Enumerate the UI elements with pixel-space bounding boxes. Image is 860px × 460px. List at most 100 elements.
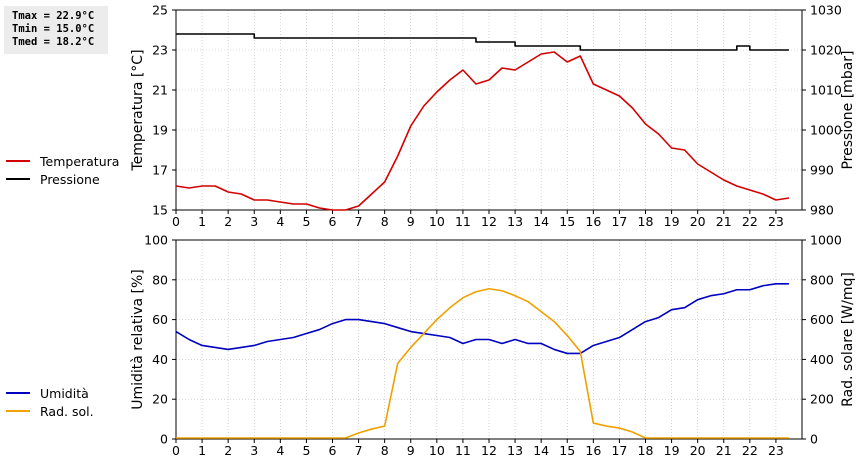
x-tick-label: 15 — [559, 214, 575, 229]
legend-item-umidita: Umidità — [6, 384, 94, 402]
y-right-tick-label: 400 — [810, 352, 834, 367]
x-tick-label: 14 — [533, 443, 549, 458]
x-tick-label: 8 — [381, 443, 389, 458]
x-tick-label: 15 — [559, 443, 575, 458]
x-tick-label: 23 — [768, 443, 784, 458]
legend-swatch-rad-sol — [6, 410, 30, 412]
x-tick-label: 6 — [329, 214, 337, 229]
chart-panel-1: 0 1 2 3 4 5 6 7 8 9 10 11 12 13 14 15 16 17 18 19 20 21 22 2302… — [130, 233, 856, 459]
y-right-tick-label: 800 — [810, 272, 834, 287]
x-tick-label: 13 — [507, 443, 523, 458]
x-tick-label: 17 — [611, 214, 627, 229]
stat-tmed: Tmed = 18.2°C — [12, 36, 95, 48]
y-right-tick-label: 200 — [810, 392, 834, 407]
x-tick-label: 17 — [611, 443, 627, 458]
y-right-tick-label: 1010 — [810, 83, 842, 98]
x-tick-label: 21 — [716, 443, 732, 458]
y-right-axis-label: Rad. solare [W/mq] — [840, 272, 856, 407]
y-left-tick-label: 19 — [152, 123, 168, 138]
y-left-tick-label: 60 — [152, 312, 168, 327]
x-tick-label: 5 — [302, 443, 310, 458]
y-right-tick-label: 1000 — [810, 123, 842, 138]
legend-label-rad-sol: Rad. sol. — [40, 403, 94, 419]
x-tick-label: 6 — [329, 443, 337, 458]
x-tick-label: 11 — [455, 214, 471, 229]
y-left-tick-label: 15 — [152, 203, 168, 218]
x-tick-label: 2 — [224, 214, 232, 229]
x-tick-label: 16 — [585, 214, 601, 229]
x-tick-label: 9 — [407, 443, 415, 458]
stat-tmax: Tmax = 22.9°C — [12, 10, 95, 22]
x-tick-label: 4 — [276, 214, 284, 229]
x-tick-label: 12 — [481, 443, 497, 458]
x-tick-label: 7 — [355, 214, 363, 229]
y-left-tick-label: 21 — [152, 83, 168, 98]
y-right-tick-label: 1030 — [810, 3, 842, 18]
legend-swatch-temperatura — [6, 160, 30, 162]
legend-lower: Umidità Rad. sol. — [6, 384, 94, 420]
x-tick-label: 8 — [381, 214, 389, 229]
x-tick-label: 1 — [198, 214, 206, 229]
stats-box: Tmax = 22.9°C Tmin = 15.0°C Tmed = 18.2°… — [4, 6, 108, 54]
series-line-pressione — [176, 33, 789, 51]
x-tick-label: 1 — [198, 443, 206, 458]
x-tick-label: 22 — [742, 214, 758, 229]
series-line-temperatura — [175, 51, 790, 211]
y-left-axis-label: Temperatura [°C] — [130, 49, 146, 171]
x-tick-label: 2 — [224, 443, 232, 458]
y-left-tick-label: 40 — [152, 352, 168, 367]
y-right-axis-label: Pressione [mbar] — [840, 50, 856, 169]
y-right-tick-label: 0 — [810, 432, 818, 447]
x-tick-label: 0 — [172, 214, 180, 229]
x-tick-label: 13 — [507, 214, 523, 229]
y-left-tick-label: 23 — [152, 43, 168, 58]
x-tick-label: 10 — [429, 214, 445, 229]
x-tick-label: 20 — [690, 214, 706, 229]
series-line-umidit — [175, 282, 789, 355]
x-tick-label: 22 — [742, 443, 758, 458]
x-tick-label: 11 — [455, 443, 471, 458]
y-left-tick-label: 0 — [160, 432, 168, 447]
x-tick-label: 16 — [585, 443, 601, 458]
x-tick-label: 9 — [407, 214, 415, 229]
y-left-tick-label: 80 — [152, 272, 168, 287]
legend-label-pressione: Pressione — [40, 171, 100, 187]
x-tick-label: 5 — [302, 214, 310, 229]
y-left-tick-label: 100 — [144, 233, 168, 248]
y-left-tick-label: 20 — [152, 392, 168, 407]
x-tick-label: 3 — [250, 214, 258, 229]
y-right-tick-label: 990 — [810, 163, 834, 178]
x-tick-label: 7 — [355, 443, 363, 458]
x-tick-label: 0 — [172, 443, 180, 458]
legend-swatch-umidita — [6, 392, 30, 394]
legend-swatch-pressione — [6, 178, 30, 180]
legend-item-temperatura: Temperatura — [6, 152, 119, 170]
x-tick-label: 10 — [429, 443, 445, 458]
legend-item-rad-sol: Rad. sol. — [6, 402, 94, 420]
x-tick-label: 20 — [690, 443, 706, 458]
x-tick-label: 19 — [664, 214, 680, 229]
legend-label-temperatura: Temperatura — [40, 153, 120, 169]
y-left-tick-label: 17 — [152, 163, 168, 178]
y-left-axis-label: Umidità relativa [%] — [130, 269, 146, 410]
y-right-tick-label: 1000 — [810, 233, 842, 248]
legend-top: Temperatura Pressione — [6, 152, 119, 188]
series-line-rad-sol — [176, 287, 789, 439]
x-tick-label: 18 — [638, 214, 654, 229]
x-tick-label: 23 — [768, 214, 784, 229]
chart-panel-0: 0 1 2 3 4 5 6 7 8 9 10 11 12 13 14 15 16 17 18 19 20 21 22 2315… — [130, 3, 856, 230]
legend-label-umidita: Umidità — [40, 385, 89, 401]
y-right-tick-label: 600 — [810, 312, 834, 327]
stat-tmin: Tmin = 15.0°C — [12, 23, 95, 35]
y-right-tick-label: 980 — [810, 203, 834, 218]
x-tick-label: 4 — [276, 443, 284, 458]
x-tick-label: 12 — [481, 214, 497, 229]
y-left-tick-label: 25 — [152, 3, 168, 18]
x-tick-label: 14 — [533, 214, 549, 229]
x-tick-label: 18 — [638, 443, 654, 458]
x-tick-label: 21 — [716, 214, 732, 229]
legend-item-pressione: Pressione — [6, 170, 119, 188]
y-right-tick-label: 1020 — [810, 43, 842, 58]
x-tick-label: 19 — [664, 443, 680, 458]
